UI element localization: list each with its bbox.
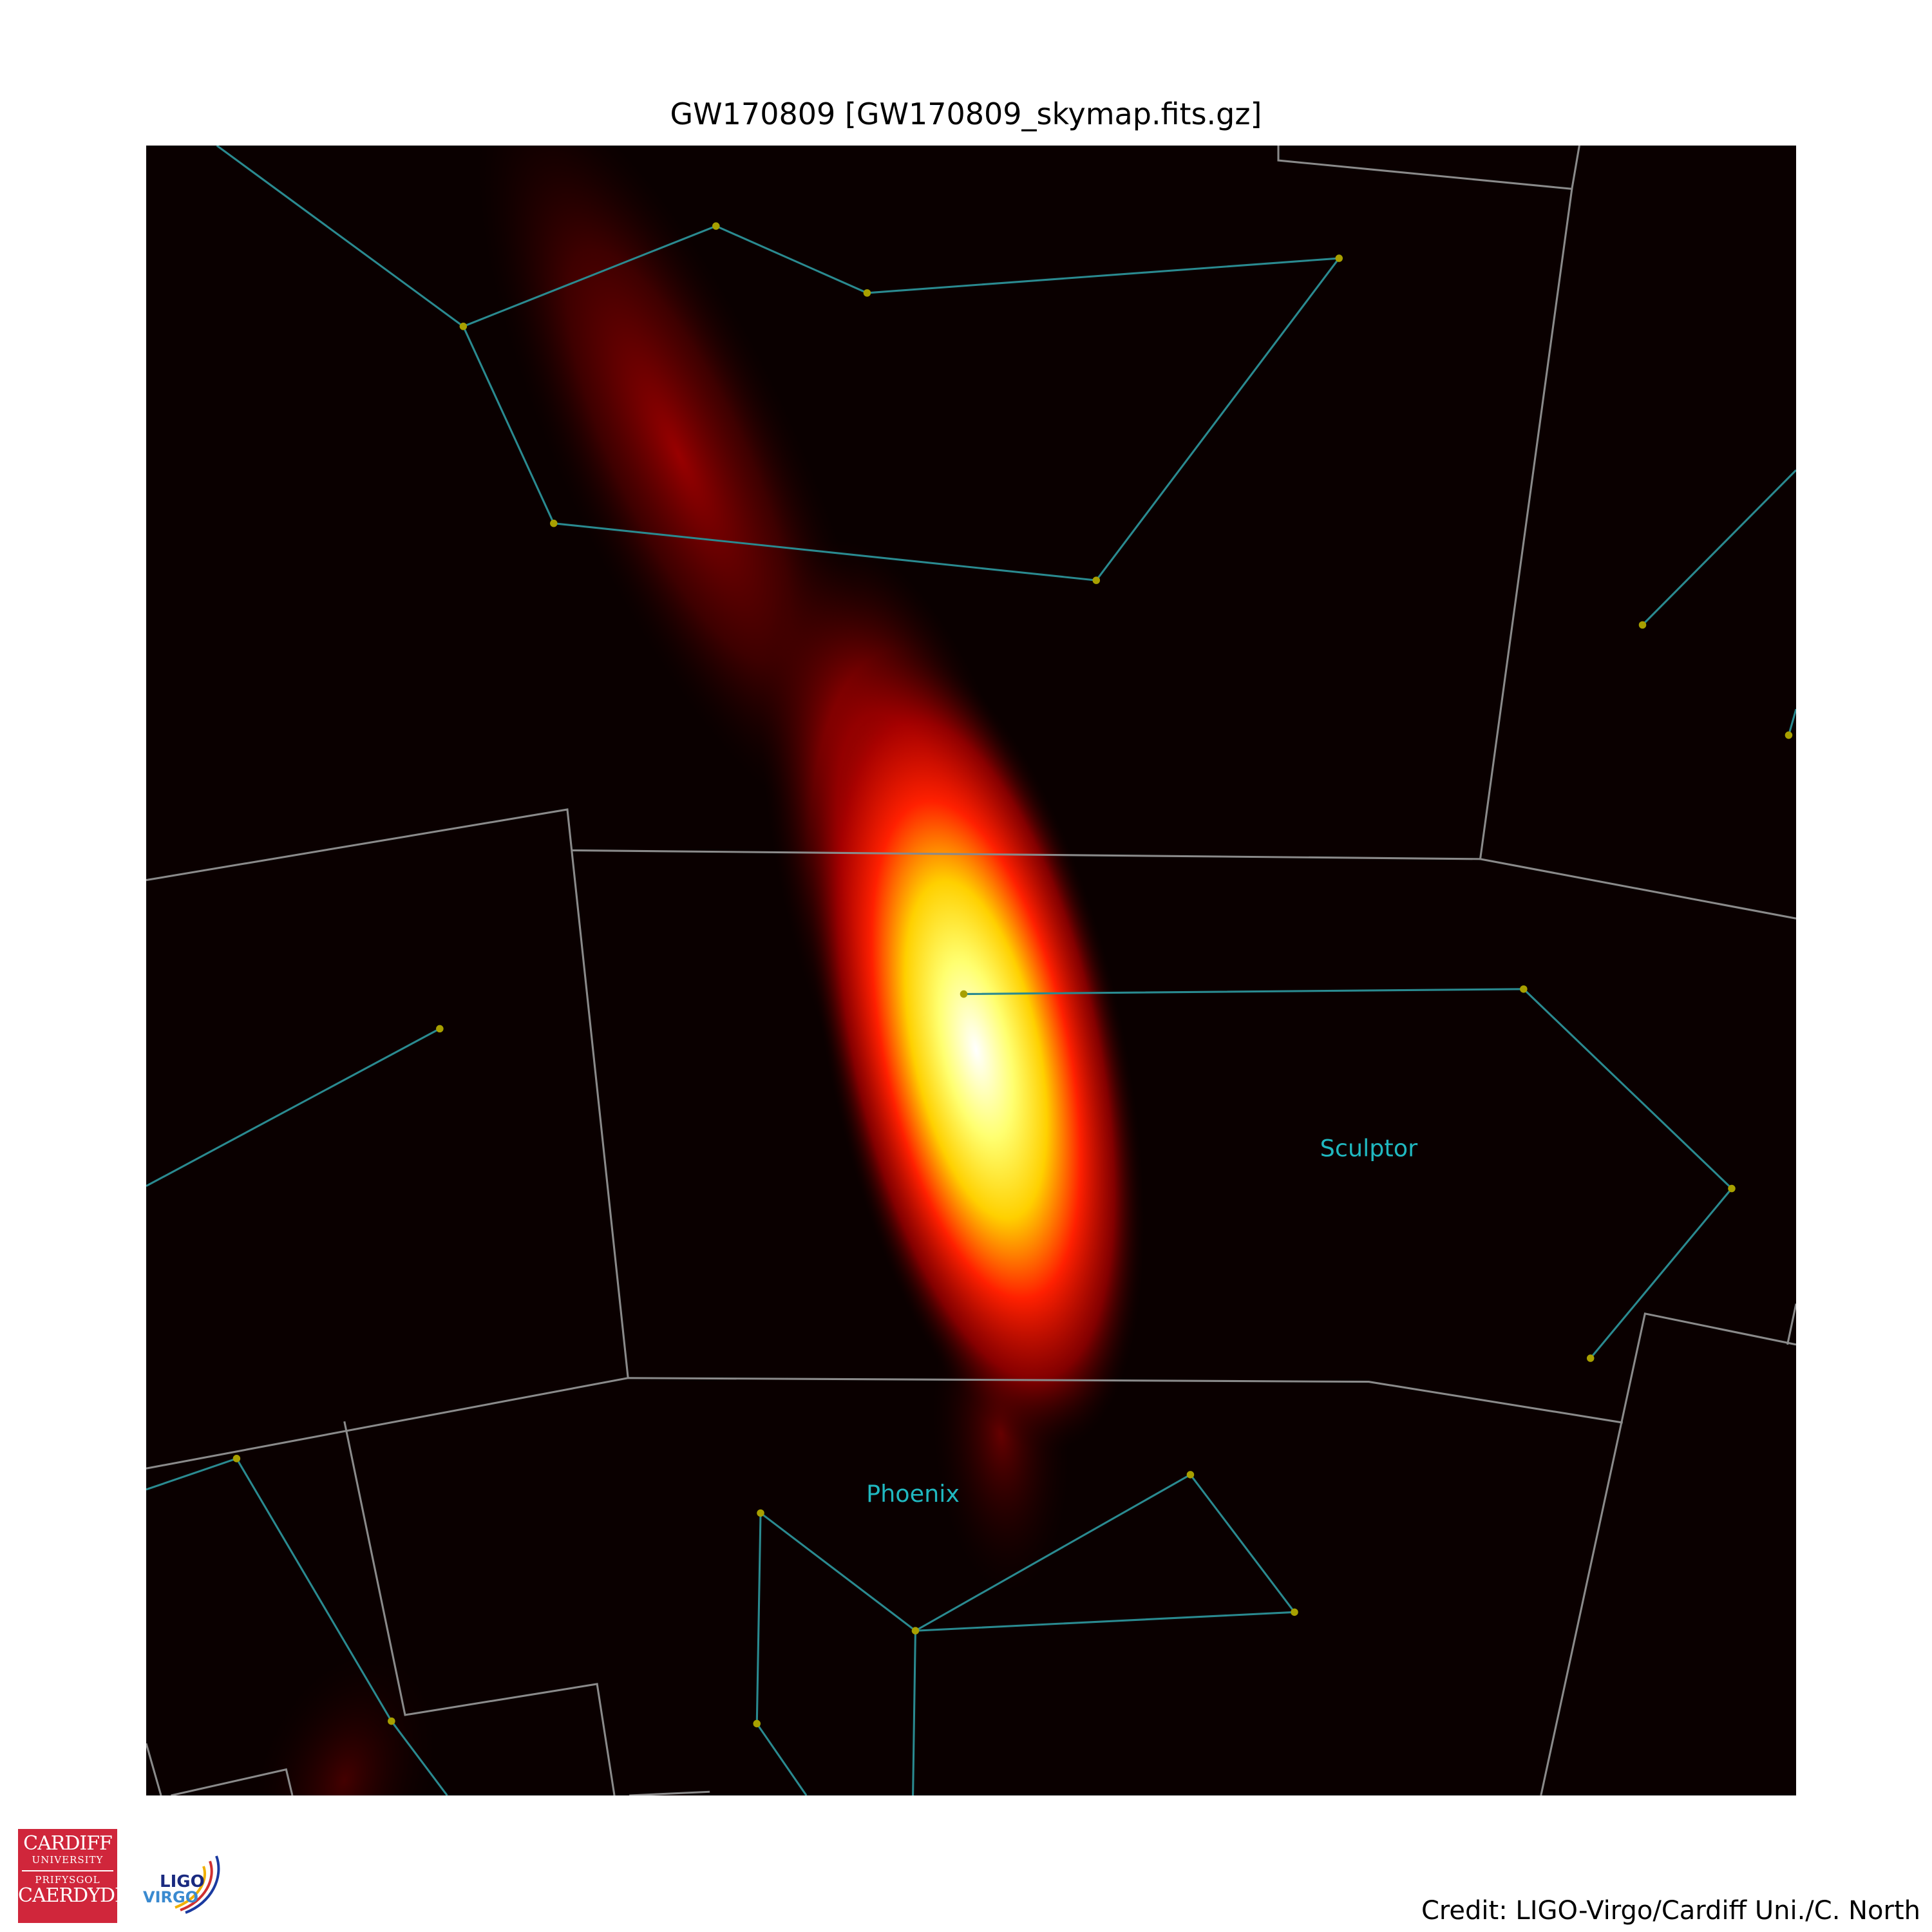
boundary-line [1277, 146, 1580, 190]
star-marker [753, 1719, 761, 1728]
map-title: GW170809 [GW170809_skymap.fits.gz] [670, 97, 1262, 131]
star-marker [1638, 621, 1647, 629]
star-marker [960, 990, 968, 998]
boundary-line [571, 849, 1481, 860]
star-marker [388, 1717, 395, 1725]
cardiff-university-logo: CARDIFF UNIVERSITY PRIFYSGOL CAERDYDD [18, 1829, 130, 1923]
ligo-virgo-logo: LIGO VIRGO [143, 1855, 220, 1914]
boundary-line [146, 808, 629, 1470]
star-marker [712, 222, 720, 230]
constellation-line [216, 146, 1341, 582]
boundary-line [628, 1377, 1623, 1424]
constellation-line [1787, 708, 1796, 735]
ligo-text: LIGO [160, 1872, 205, 1891]
star-marker [1291, 1608, 1298, 1616]
skymap: Sculptor Phoenix [146, 146, 1796, 1795]
star-marker [232, 1455, 241, 1463]
constellation-line [760, 1473, 1296, 1795]
star-marker [911, 1627, 920, 1634]
constellation-line [963, 988, 1734, 1359]
star-marker [1092, 576, 1101, 584]
star-marker [863, 289, 871, 297]
star-marker [1335, 254, 1343, 262]
constellation-line [146, 1457, 448, 1795]
probability-heatmap [146, 146, 1796, 1795]
boundary-line [146, 1743, 162, 1795]
constellation-line [1642, 469, 1796, 626]
star-marker [1520, 985, 1528, 993]
star-marker [1728, 1184, 1736, 1193]
heatmap-peak [808, 649, 1145, 1451]
virgo-text: VIRGO [143, 1888, 198, 1906]
star-marker [550, 519, 558, 527]
constellation-boundaries [146, 146, 1796, 1795]
star-marker [1785, 731, 1793, 739]
boundary-line [343, 1421, 616, 1795]
star-marker [459, 323, 468, 330]
heatmap-corner-patch [250, 1649, 439, 1795]
boundary-line [1786, 1303, 1796, 1345]
constellation-line [146, 1028, 440, 1188]
constellation-label-sculptor: Sculptor [1320, 1135, 1418, 1162]
stars [232, 222, 1793, 1728]
star-marker [757, 1509, 764, 1517]
boundary-line [629, 1790, 710, 1795]
credit-text: Credit: LIGO-Virgo/Cardiff Uni./C. North [1421, 1896, 1920, 1926]
constellation-label-phoenix: Phoenix [866, 1480, 960, 1508]
star-marker [436, 1025, 444, 1033]
star-marker [1186, 1471, 1195, 1479]
star-marker [1586, 1354, 1595, 1362]
boundary-line [171, 1768, 294, 1795]
boundary-line [1540, 1312, 1796, 1795]
constellation-lines [146, 146, 1796, 1795]
